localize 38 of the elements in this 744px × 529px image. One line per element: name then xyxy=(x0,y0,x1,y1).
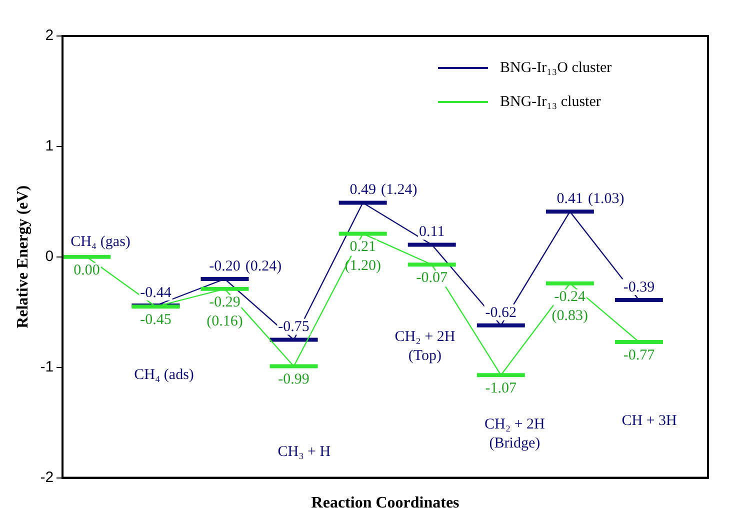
data-label: 0.00 xyxy=(74,262,100,278)
annotation: CH₃ + H xyxy=(278,444,331,460)
data-label: -0.20 xyxy=(209,258,240,274)
legend-label: BNG-Ir₁₃O cluster xyxy=(500,60,612,76)
annotation: (1.03) xyxy=(588,191,624,208)
annotation: (0.16) xyxy=(206,313,243,330)
y-tick-label: 2 xyxy=(45,27,54,44)
y-tick-label: 1 xyxy=(45,138,54,155)
y-tick-label: -2 xyxy=(40,468,54,486)
annotation: CH₂ + 2H (Top) xyxy=(394,329,456,364)
data-label: -0.77 xyxy=(623,347,656,364)
data-label: -0.29 xyxy=(209,294,240,310)
data-label: -0.62 xyxy=(485,304,517,321)
annotation: (0.24) xyxy=(245,258,282,274)
x-axis-title: Reaction Coordinates xyxy=(311,494,460,512)
annotation: CH₄ (ads) xyxy=(134,366,194,383)
annotation: CH₂ + 2H (Bridge) xyxy=(484,416,546,452)
y-tick-label: 0 xyxy=(45,248,54,266)
data-label: 0.21 xyxy=(350,239,376,256)
annotation: (0.83) xyxy=(552,308,588,324)
annotation: (1.20) xyxy=(344,258,381,274)
annotation: CH + 3H xyxy=(622,413,678,430)
data-label: 0.49 xyxy=(350,182,376,198)
data-label: -0.99 xyxy=(278,372,310,388)
y-tick-label: -1 xyxy=(40,358,54,376)
annotation: CH₄ (gas) xyxy=(70,234,130,250)
annotation: (1.24) xyxy=(380,182,418,198)
y-axis-title: Relative Energy (eV) xyxy=(14,185,32,328)
data-label: -0.24 xyxy=(554,288,586,305)
data-label: -0.75 xyxy=(278,319,310,336)
data-label: -0.39 xyxy=(623,279,655,296)
data-label: -1.07 xyxy=(485,380,518,397)
data-label: -0.45 xyxy=(140,312,172,328)
data-label: 0.41 xyxy=(556,191,584,208)
data-label: -0.07 xyxy=(416,270,448,286)
data-label: -0.44 xyxy=(140,284,172,301)
legend-label: BNG-Ir₁₃ cluster xyxy=(500,94,601,110)
data-label: 0.11 xyxy=(419,224,445,240)
